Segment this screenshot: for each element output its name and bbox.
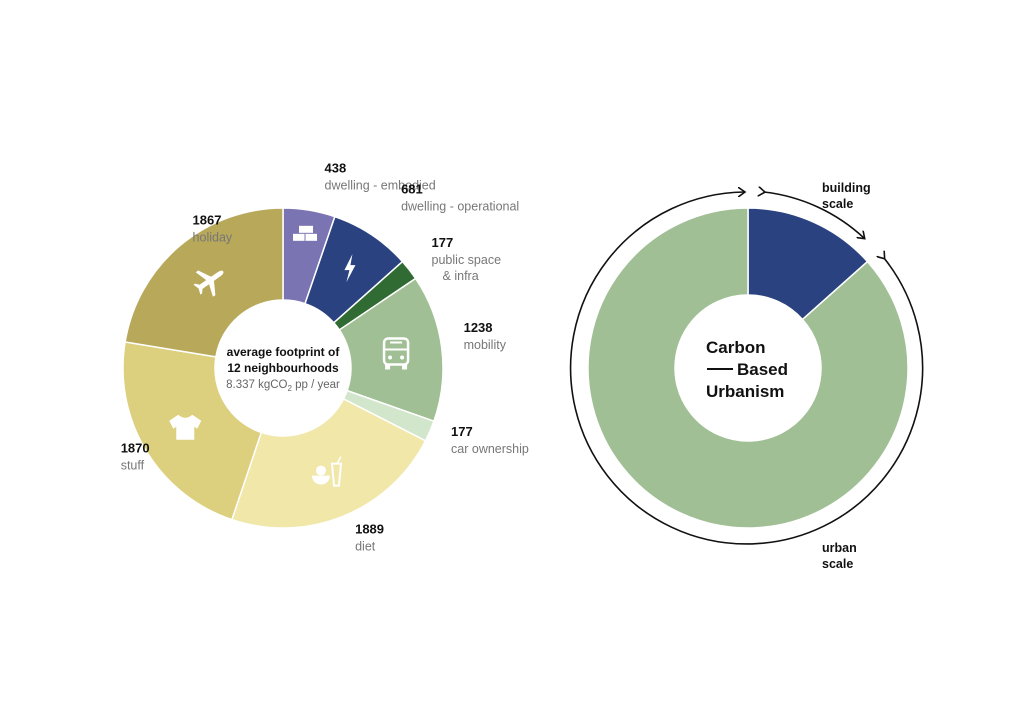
tshirt-icon (169, 414, 202, 440)
bus-icon (382, 337, 410, 370)
building-scale-arrow (764, 192, 864, 238)
bricks-icon (293, 225, 318, 241)
title-urbanism: Urbanism (706, 382, 784, 401)
center-line-1: average footprint of (227, 345, 341, 359)
value-label-public-space-infra: 177 (432, 235, 454, 250)
building-scale-label: building scale (822, 181, 871, 211)
value-label-mobility: 1238 (464, 320, 493, 335)
urban-scale-label: urban scale (822, 541, 857, 571)
name-label-diet: diet (355, 539, 376, 553)
name-label-public-space-infra: public space & infra (432, 253, 502, 283)
value-label-stuff: 1870 (121, 441, 150, 456)
urban-scale-arrow (569, 192, 924, 545)
title-based: Based (737, 360, 788, 379)
title-carbon: Carbon (706, 338, 766, 357)
center-line-2: 12 neighbourhoods (227, 361, 339, 375)
center-line-3: 8.337 kgCO2 pp / year (226, 379, 340, 393)
airplane-icon (193, 270, 224, 297)
name-label-holiday: holiday (193, 231, 233, 245)
scale-labels: building scale urban scale (822, 181, 871, 571)
slice-urban-scale (587, 207, 909, 529)
scale-arrows (569, 192, 924, 545)
carbon-center-text: Carbon Based Urbanism (706, 338, 788, 401)
footprint-center-text: average footprint of 12 neighbourhoods 8… (226, 345, 340, 393)
food-icon (311, 456, 343, 487)
carbon-urbanism-donut-chart: Carbon Based Urbanism building scale urba… (569, 181, 924, 571)
value-label-dwelling-embodied: 438 (325, 161, 347, 176)
name-label-dwelling-embodied: dwelling - embodied (325, 179, 436, 193)
value-label-car-ownership: 177 (451, 424, 473, 439)
name-label-mobility: mobility (464, 338, 507, 352)
lightning-icon (344, 254, 356, 283)
value-label-dwelling-operational: 681 (401, 181, 423, 196)
name-label-car-ownership: car ownership (451, 442, 529, 456)
value-label-holiday: 1867 (193, 213, 222, 228)
slice-diet (230, 397, 427, 529)
name-label-dwelling-operational: dwelling - operational (401, 199, 519, 213)
footprint-icons (169, 225, 410, 487)
name-label-stuff: stuff (121, 459, 145, 473)
value-label-diet: 1889 (355, 521, 384, 536)
